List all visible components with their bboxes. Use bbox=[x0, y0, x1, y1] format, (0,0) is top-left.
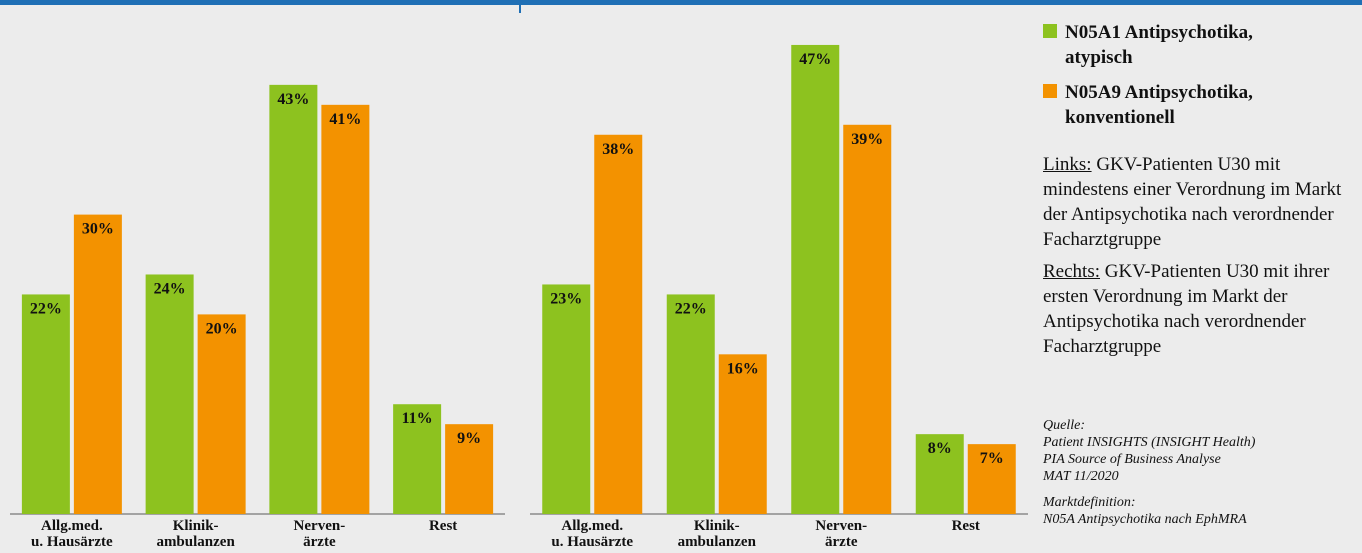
legend-item-konventionell: N05A9 Antipsychotika, konventionell bbox=[1043, 80, 1343, 130]
category-label-2-allgmed: u. Hausärzte bbox=[551, 534, 633, 550]
bar-charts: 22%30%Allg.med.u. Hausärzte24%20%Klinik-… bbox=[10, 44, 1028, 550]
note-left-text: GKV-Patienten U30 mit mindestens einer V… bbox=[1043, 154, 1342, 250]
data-label-2-rest-konventionell: 7% bbox=[980, 450, 1004, 467]
source-line-1: Patient INSIGHTS (INSIGHT Health) bbox=[1043, 435, 1256, 450]
data-label-1-klinik-konventionell: 20% bbox=[206, 320, 238, 337]
bar-2-nerven-konventionell bbox=[843, 124, 892, 514]
data-label-2-nerven-konventionell: 39% bbox=[851, 131, 883, 148]
legend: N05A1 Antipsychotika, atypisch N05A9 Ant… bbox=[1043, 20, 1343, 140]
category-label-2-nerven: ärzte bbox=[825, 534, 858, 550]
bar-1-rest-atypisch bbox=[393, 404, 442, 514]
data-label-1-nerven-konventionell: 41% bbox=[329, 111, 361, 128]
data-label-2-klinik-atypisch: 22% bbox=[675, 300, 707, 317]
bar-1-rest-konventionell bbox=[445, 424, 494, 514]
chart-notes: Links: GKV-Patienten U30 mit mindestens … bbox=[1043, 152, 1358, 366]
bar-2-rest-konventionell bbox=[967, 444, 1016, 514]
bar-2-allgmed-atypisch bbox=[542, 284, 591, 514]
panel-divider bbox=[519, 0, 521, 13]
category-label-2-nerven: Nerven- bbox=[815, 518, 867, 534]
legend-item-atypisch: N05A1 Antipsychotika, atypisch bbox=[1043, 20, 1343, 70]
note-right: Rechts: GKV-Patienten U30 mit ihrer erst… bbox=[1043, 259, 1358, 359]
bar-2-klinik-konventionell bbox=[718, 354, 767, 514]
source-block: Quelle: Patient INSIGHTS (INSIGHT Health… bbox=[1043, 417, 1358, 528]
data-label-2-allgmed-atypisch: 23% bbox=[550, 290, 582, 307]
bar-2-allgmed-konventionell bbox=[594, 134, 643, 514]
market-definition-label: Marktdefinition: bbox=[1043, 495, 1136, 510]
bar-2-nerven-atypisch bbox=[791, 44, 840, 514]
bar-1-allgmed-atypisch bbox=[21, 294, 70, 514]
category-label-2-allgmed: Allg.med. bbox=[561, 518, 623, 534]
top-accent-line bbox=[0, 0, 1362, 5]
category-label-1-nerven: Nerven- bbox=[294, 518, 346, 534]
bar-1-klinik-konventionell bbox=[197, 314, 246, 514]
bar-1-nerven-konventionell bbox=[321, 104, 370, 514]
category-label-1-nerven: ärzte bbox=[303, 534, 336, 550]
source-line-3: MAT 11/2020 bbox=[1043, 469, 1119, 484]
category-label-1-klinik: ambulanzen bbox=[156, 534, 235, 550]
note-left: Links: GKV-Patienten U30 mit mindestens … bbox=[1043, 152, 1358, 252]
bar-1-klinik-atypisch bbox=[145, 274, 194, 514]
data-label-1-nerven-atypisch: 43% bbox=[277, 91, 309, 108]
category-label-1-allgmed: Allg.med. bbox=[41, 518, 103, 534]
category-label-1-klinik: Klinik- bbox=[173, 518, 219, 534]
data-label-2-nerven-atypisch: 47% bbox=[799, 51, 831, 68]
legend-label-konventionell: N05A9 Antipsychotika, konventionell bbox=[1065, 82, 1253, 128]
category-label-1-allgmed: u. Hausärzte bbox=[31, 534, 113, 550]
note-right-text: GKV-Patienten U30 mit ihrer ersten Veror… bbox=[1043, 261, 1330, 357]
category-label-2-rest: Rest bbox=[952, 518, 980, 534]
source-label: Quelle: bbox=[1043, 418, 1085, 433]
legend-label-atypisch: N05A1 Antipsychotika, atypisch bbox=[1065, 22, 1253, 68]
source-line-2: PIA Source of Business Analyse bbox=[1043, 452, 1221, 467]
category-label-2-klinik: Klinik- bbox=[694, 518, 740, 534]
data-label-1-rest-konventionell: 9% bbox=[457, 430, 481, 447]
bar-1-nerven-atypisch bbox=[269, 84, 318, 515]
data-label-2-allgmed-konventionell: 38% bbox=[602, 141, 634, 158]
note-right-label: Rechts: bbox=[1043, 261, 1100, 282]
data-label-1-allgmed-atypisch: 22% bbox=[30, 300, 62, 317]
bar-1-allgmed-konventionell bbox=[73, 214, 122, 514]
category-label-1-rest: Rest bbox=[429, 518, 457, 534]
bar-2-rest-atypisch bbox=[915, 434, 964, 514]
market-definition-text: N05A Antipsychotika nach EphMRA bbox=[1043, 512, 1247, 527]
data-label-2-klinik-konventionell: 16% bbox=[727, 360, 759, 377]
note-left-label: Links: bbox=[1043, 154, 1092, 175]
legend-swatch-atypisch bbox=[1043, 24, 1057, 38]
data-label-1-allgmed-konventionell: 30% bbox=[82, 221, 114, 238]
data-label-1-rest-atypisch: 11% bbox=[402, 410, 433, 427]
data-label-1-klinik-atypisch: 24% bbox=[154, 280, 186, 297]
legend-swatch-konventionell bbox=[1043, 84, 1057, 98]
category-label-2-klinik: ambulanzen bbox=[678, 534, 757, 550]
bar-2-klinik-atypisch bbox=[666, 294, 715, 514]
data-label-2-rest-atypisch: 8% bbox=[928, 440, 952, 457]
